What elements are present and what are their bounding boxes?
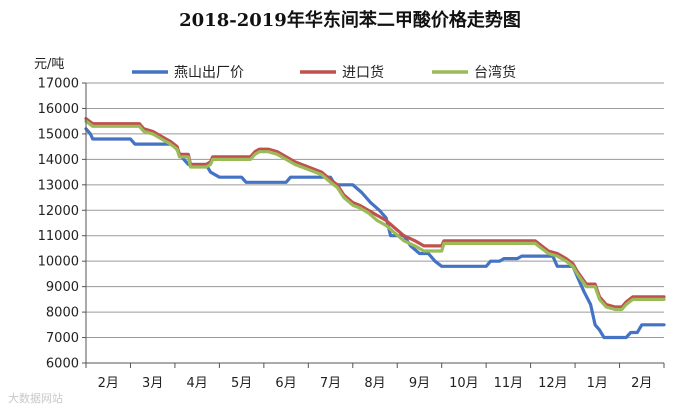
x-tick-label-11: 1月 [587,376,608,391]
legend: 燕山出厂价 进口货 台湾货 [132,64,516,81]
x-tick-label-9: 11月 [494,376,524,391]
x-tick-label-1: 3月 [142,376,163,391]
y-tick-label-12000: 12000 [38,204,79,219]
x-tick-label-4: 6月 [275,376,296,391]
y-tick-label-10000: 10000 [38,255,79,270]
x-tick-label-12: 2月 [631,376,652,391]
y-tick-label-16000: 16000 [38,102,79,117]
x-tick-label-7: 9月 [409,376,430,391]
legend-label-1: 进口货 [342,64,384,81]
y-tick-label-6000: 6000 [46,357,79,372]
legend-label-2: 台湾货 [474,64,516,81]
x-tick-label-5: 7月 [320,376,341,391]
x-tick-label-10: 12月 [538,376,568,391]
y-tick-label-11000: 11000 [38,229,79,244]
y-tick-label-8000: 8000 [46,306,79,321]
y-tick-label-17000: 17000 [38,77,79,92]
y-tick-label-9000: 9000 [46,280,79,295]
x-tick-label-0: 2月 [98,376,119,391]
legend-label-0: 燕山出厂价 [174,65,244,81]
watermark: 大数据网站 [8,391,63,405]
x-tick-label-8: 10月 [449,376,479,391]
x-axis-ticks: 2月 3月 4月 5月 6月 7月 8月 9月 10月 11月 12月 1月 2月 [85,363,665,391]
series-line-0 [84,127,666,340]
y-tick-label-15000: 15000 [38,127,79,142]
x-tick-label-2: 4月 [187,376,208,391]
series-lines [84,116,666,340]
y-axis-ticks: 17000 16000 15000 14000 13000 12000 11000 10000… [38,77,86,372]
y-tick-label-7000: 7000 [46,331,79,346]
x-tick-label-6: 8月 [364,376,385,391]
series-line-2 [84,119,666,312]
gridlines [86,82,664,339]
chart-title: 2018-2019年华东间苯二甲酸价格走势图 [179,9,521,31]
x-tick-label-3: 5月 [231,376,252,391]
y-tick-label-13000: 13000 [38,178,79,193]
y-axis-unit-label: 元/吨 [34,57,64,72]
y-tick-label-14000: 14000 [38,153,79,168]
